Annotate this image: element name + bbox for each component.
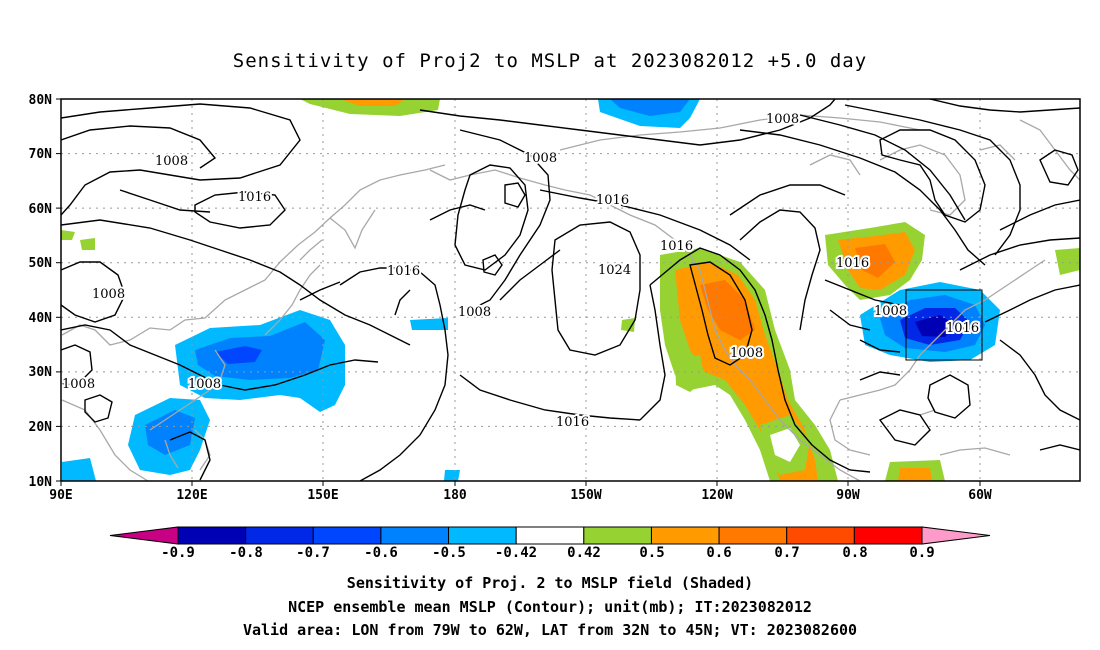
lon-label: 60W	[968, 488, 992, 503]
lat-label: 40N	[29, 311, 53, 326]
colorbar-labels: -0.9 -0.8 -0.7 -0.6 -0.5 -0.42 0.42 0.5 …	[161, 545, 935, 561]
contour-label: 1008	[188, 377, 221, 392]
colorbar-tick-label: -0.42	[495, 545, 537, 561]
colorbar-tick-label: -0.5	[432, 545, 466, 561]
contour-label: 1008	[458, 305, 491, 320]
colorbar-tick-label: -0.6	[364, 545, 398, 561]
colorbar-tick-label: -0.8	[229, 545, 263, 561]
colorbar-min-triangle	[109, 526, 179, 545]
contour-label: 1016	[556, 415, 589, 430]
contour-label: 1016	[836, 256, 869, 271]
contour-label: 1016	[660, 239, 693, 254]
colorbar-swatch	[448, 526, 517, 545]
map-frame	[60, 98, 1081, 482]
colorbar-swatch	[718, 526, 788, 545]
colorbar-swatch	[650, 526, 720, 545]
lon-label: 90E	[49, 488, 72, 503]
colorbar-tick-label: 0.8	[842, 545, 867, 561]
colorbar	[109, 526, 991, 545]
contour-label: 1008	[92, 287, 125, 302]
colorbar-swatch	[583, 526, 652, 545]
plot-title: Sensitivity of Proj2 to MSLP at 20230820…	[232, 50, 868, 72]
colorbar-swatch	[380, 526, 450, 545]
contour-label: 1008	[874, 304, 907, 319]
lon-label: 120E	[176, 488, 207, 503]
caption-line-1: Sensitivity of Proj. 2 to MSLP field (Sh…	[346, 574, 754, 592]
contour-label: 1008	[766, 112, 799, 127]
colorbar-tick-label: 0.9	[909, 545, 934, 561]
axis-ticks	[56, 98, 981, 486]
contour-label: 1008	[62, 377, 95, 392]
lat-label: 70N	[29, 147, 53, 162]
colorbar-tick-label: 0.6	[706, 545, 731, 561]
lon-label: 150E	[307, 488, 338, 503]
lat-label: 50N	[29, 256, 53, 271]
contour-label: 1008	[155, 154, 188, 169]
valid-area-box	[905, 289, 983, 361]
colorbar-tick-label: 0.5	[639, 545, 664, 561]
contour-label: 1016	[596, 193, 629, 208]
colorbar-swatch	[177, 526, 247, 545]
colorbar-swatch	[245, 526, 314, 545]
colorbar-swatch	[515, 526, 585, 545]
colorbar-swatch	[786, 526, 855, 545]
lon-label: 120W	[701, 488, 732, 503]
colorbar-tick-label: -0.9	[161, 545, 195, 561]
contour-label: 1024	[598, 263, 631, 278]
grid-lines	[61, 99, 1080, 481]
lon-label: 90W	[836, 488, 860, 503]
lat-label: 30N	[29, 365, 53, 380]
lat-label: 10N	[29, 475, 53, 490]
caption-line-3: Valid area: LON from 79W to 62W, LAT fro…	[242, 621, 858, 639]
lon-label: 180	[443, 488, 467, 503]
colorbar-swatch	[312, 526, 382, 545]
colorbar-tick-label: 0.7	[774, 545, 799, 561]
mslp-contours	[61, 99, 1080, 481]
caption-line-2: NCEP ensemble mean MSLP (Contour); unit(…	[288, 598, 812, 616]
lat-label: 60N	[29, 202, 53, 217]
lat-label: 80N	[29, 93, 53, 108]
contour-label: 1016	[238, 190, 271, 205]
colorbar-tick-label: -0.7	[296, 545, 330, 561]
lon-label: 150W	[570, 488, 601, 503]
colorbar-max-triangle	[921, 526, 991, 545]
lat-label: 20N	[29, 420, 53, 435]
contour-label: 1016	[946, 321, 979, 336]
colorbar-swatch	[853, 526, 923, 545]
colorbar-tick-label: 0.42	[567, 545, 601, 561]
contour-label: 1008	[730, 346, 763, 361]
contour-label: 1008	[524, 151, 557, 166]
contour-label: 1016	[387, 264, 420, 279]
